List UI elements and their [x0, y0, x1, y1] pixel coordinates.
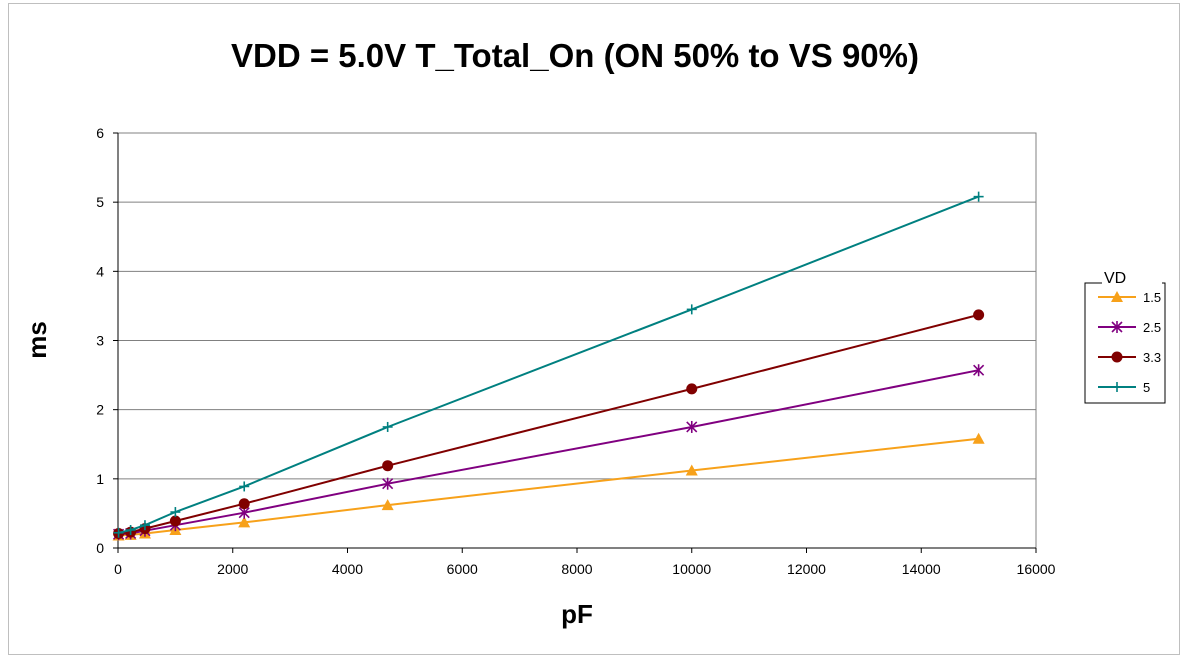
data-point [972, 432, 985, 444]
legend-marker [1112, 382, 1122, 392]
data-point [686, 420, 698, 433]
x-tick-label: 16000 [1017, 561, 1056, 577]
x-tick-label: 0 [114, 561, 122, 577]
legend-label: 5 [1143, 380, 1150, 395]
data-point [139, 520, 150, 531]
series-group [112, 191, 985, 541]
x-tick-label: 10000 [672, 561, 711, 577]
y-tick-label: 1 [96, 471, 104, 487]
data-point [238, 498, 250, 510]
legend-title: VD [1104, 270, 1126, 287]
data-point [239, 481, 250, 492]
legend: VD 1.5 2.5 3.3 5 [1084, 268, 1166, 404]
legend-marker [1111, 291, 1123, 302]
chart-title: VDD = 5.0V T_Total_On (ON 50% to VS 90%) [231, 37, 919, 74]
y-tick-label: 4 [96, 263, 104, 279]
data-point [382, 421, 393, 432]
x-tick-label: 14000 [902, 561, 941, 577]
series-line [118, 195, 979, 534]
data-point [170, 507, 181, 518]
data-point [973, 309, 985, 321]
y-tick-label: 3 [96, 333, 104, 349]
data-point [238, 516, 251, 528]
x-tick-label: 6000 [447, 561, 478, 577]
x-tick-label: 2000 [217, 561, 248, 577]
legend-marker [1111, 351, 1123, 363]
y-axis-ticks: 0 1 2 3 4 5 6 [96, 125, 119, 556]
data-point [382, 460, 394, 472]
data-point [381, 499, 394, 511]
legend-label: 3.3 [1143, 350, 1161, 365]
legend-box [1084, 282, 1166, 404]
data-point [686, 304, 697, 315]
data-point [973, 191, 984, 202]
legend-label: 1.5 [1143, 290, 1161, 305]
y-tick-label: 0 [96, 540, 104, 556]
data-point [685, 464, 698, 476]
data-point [113, 527, 124, 538]
data-point [125, 525, 136, 536]
y-tick-label: 5 [96, 194, 104, 210]
legend-item-1.5: 1.5 [1098, 290, 1161, 305]
legend-title-bg [1102, 268, 1162, 292]
y-tick-label: 2 [96, 402, 104, 418]
data-point [382, 477, 394, 490]
x-axis-ticks: 0 2000 4000 6000 8000 10000 12000 14000 16000 [114, 547, 1056, 577]
legend-item-3.3: 3.3 [1098, 350, 1161, 365]
x-axis-title: pF [561, 599, 593, 629]
x-tick-label: 4000 [332, 561, 363, 577]
gridlines [118, 201, 1036, 480]
legend-marker [1111, 321, 1123, 333]
legend-item-5: 5 [1098, 380, 1150, 395]
y-tick-label: 6 [96, 125, 104, 141]
data-point [686, 383, 698, 395]
legend-label: 2.5 [1143, 320, 1161, 335]
data-point [169, 515, 181, 527]
data-point [973, 364, 985, 377]
legend-item-2.5: 2.5 [1098, 320, 1161, 335]
x-tick-label: 12000 [787, 561, 826, 577]
y-axis-title: ms [22, 321, 52, 359]
series-5 [113, 191, 984, 538]
x-tick-label: 8000 [561, 561, 592, 577]
